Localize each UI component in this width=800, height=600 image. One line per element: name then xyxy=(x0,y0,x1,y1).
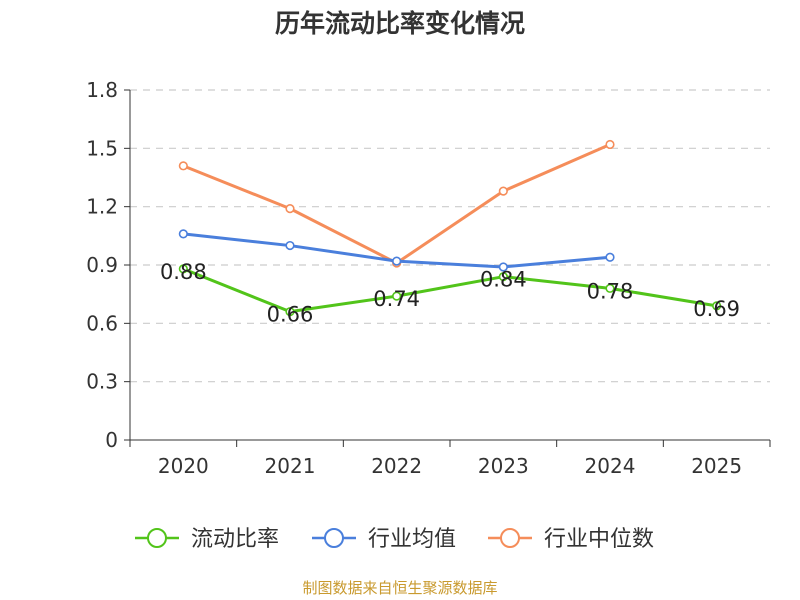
legend-label: 流动比率 xyxy=(191,527,279,552)
data-point xyxy=(392,256,402,266)
data-labels: 0.88 0.66 0.74 0.84 0.78 0.69 xyxy=(160,260,740,327)
data-label: 0.66 xyxy=(267,303,314,327)
y-tick-label: 0 xyxy=(105,428,118,452)
data-point xyxy=(178,161,188,171)
x-tick-label: 2022 xyxy=(371,454,422,478)
x-tick-label: 2025 xyxy=(691,454,742,478)
legend-marker xyxy=(147,528,167,548)
chart-title: 历年流动比率变化情况 xyxy=(274,9,525,38)
legend: 流动比率 行业均值 行业中位数 xyxy=(135,527,654,552)
data-point xyxy=(285,204,295,214)
y-tick-label: 1.8 xyxy=(86,78,118,102)
gridlines xyxy=(130,89,770,383)
y-tick-label: 0.6 xyxy=(86,311,118,335)
series-lines xyxy=(178,139,722,317)
data-label: 0.84 xyxy=(480,268,527,292)
data-point xyxy=(605,283,615,293)
data-point xyxy=(498,186,508,196)
series-line-2 xyxy=(182,143,611,265)
series-line-0 xyxy=(182,267,717,314)
data-point xyxy=(498,272,508,282)
x-tick-label: 2020 xyxy=(158,454,209,478)
data-point xyxy=(712,301,722,311)
x-tick-label: 2021 xyxy=(265,454,316,478)
y-tick-label: 0.3 xyxy=(86,370,118,394)
legend-marker xyxy=(324,528,344,548)
data-point xyxy=(498,262,508,272)
data-point xyxy=(605,139,615,150)
legend-label: 行业均值 xyxy=(368,527,456,552)
y-tick-label: 1.5 xyxy=(86,136,118,160)
data-point xyxy=(605,252,615,262)
y-tick-label: 0.9 xyxy=(86,253,118,277)
data-label: 0.78 xyxy=(587,279,634,303)
data-point xyxy=(178,264,188,274)
data-label: 0.69 xyxy=(693,297,740,321)
x-tick-label: 2023 xyxy=(478,454,529,478)
legend-label: 行业中位数 xyxy=(544,527,654,552)
legend-marker xyxy=(500,528,520,548)
y-tick-label: 1.2 xyxy=(86,195,118,219)
x-tick-label: 2024 xyxy=(585,454,636,478)
data-label: 0.88 xyxy=(160,260,207,284)
data-point xyxy=(285,240,295,251)
data-label: 0.74 xyxy=(373,287,420,311)
data-point xyxy=(178,229,188,239)
axes: 0 0.3 0.6 0.9 1.2 1.5 1.8 2020 2021 2022 2023 2024 2… xyxy=(86,78,771,478)
data-point xyxy=(285,307,295,317)
data-point xyxy=(392,291,402,301)
source-note: 制图数据来自恒生聚源数据库 xyxy=(302,579,498,597)
